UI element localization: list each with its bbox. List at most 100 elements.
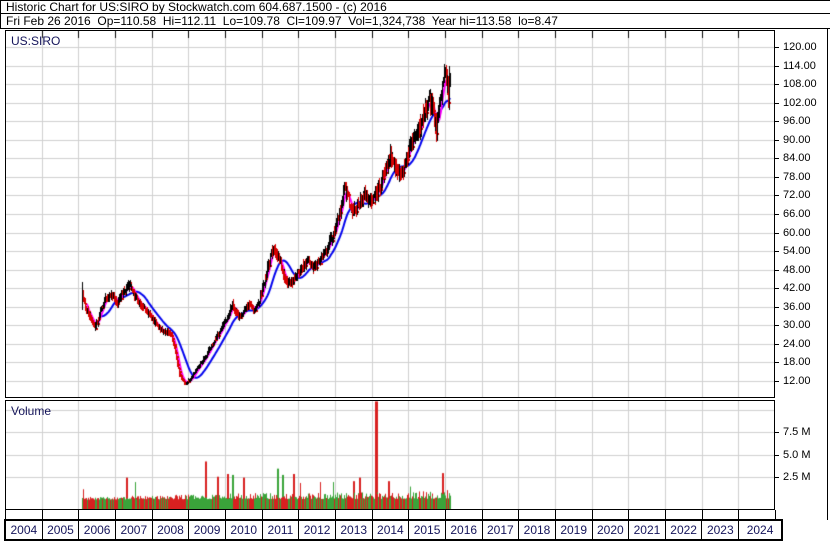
price-axis-nub bbox=[775, 195, 779, 196]
year-tick bbox=[775, 510, 776, 519]
volume-label: Volume bbox=[11, 404, 52, 418]
year-tick bbox=[298, 510, 299, 519]
year-tick bbox=[372, 510, 373, 519]
price-tick-label: 54.00 bbox=[783, 245, 811, 257]
price-axis-nub bbox=[775, 121, 779, 122]
price-tick-label: 108.00 bbox=[783, 78, 817, 90]
year-label: 2004 bbox=[6, 521, 43, 539]
volume-tick-label: 2.5 M bbox=[783, 471, 811, 483]
price-tick-label: 12.00 bbox=[783, 375, 811, 387]
price-tick-label: 72.00 bbox=[783, 189, 811, 201]
year-tick bbox=[408, 510, 409, 519]
price-axis-nub bbox=[775, 251, 779, 252]
price-tick-label: 36.00 bbox=[783, 301, 811, 313]
year-label: 2007 bbox=[116, 521, 153, 539]
year-label: 2020 bbox=[593, 521, 630, 539]
year-label: 2019 bbox=[556, 521, 593, 539]
year-label: 2011 bbox=[263, 521, 300, 539]
year-label: 2015 bbox=[409, 521, 446, 539]
header-left-border bbox=[0, 0, 1, 29]
price-axis-nub bbox=[775, 233, 779, 234]
price-axis-nub bbox=[775, 344, 779, 345]
year-label: 2014 bbox=[373, 521, 410, 539]
year-tick bbox=[335, 510, 336, 519]
price-tick-label: 96.00 bbox=[783, 115, 811, 127]
price-tick-label: 42.00 bbox=[783, 282, 811, 294]
price-axis-nub bbox=[775, 158, 779, 159]
year-tick bbox=[42, 510, 43, 519]
volume-axis-nub bbox=[775, 455, 779, 456]
year-axis: 2004 2005 2006 2007 2008 2009 2010 2011 2012 2013… bbox=[4, 519, 783, 541]
price-panel: US:SIRO bbox=[5, 30, 775, 398]
price-tick-label: 120.00 bbox=[783, 41, 817, 53]
year-label: 2010 bbox=[226, 521, 263, 539]
year-tick bbox=[78, 510, 79, 519]
year-tick bbox=[628, 510, 629, 519]
year-tick bbox=[518, 510, 519, 519]
year-tick bbox=[702, 510, 703, 519]
volume-panel: Volume bbox=[5, 400, 775, 510]
price-tick-label: 48.00 bbox=[783, 264, 811, 276]
price-tick-label: 60.00 bbox=[783, 227, 811, 239]
price-tick-label: 90.00 bbox=[783, 134, 811, 146]
year-tick bbox=[482, 510, 483, 519]
price-axis-nub bbox=[775, 47, 779, 48]
year-tick bbox=[592, 510, 593, 519]
price-axis-nub bbox=[775, 307, 779, 308]
year-label: 2006 bbox=[79, 521, 116, 539]
price-axis-nub bbox=[775, 103, 779, 104]
year-label: 2012 bbox=[299, 521, 336, 539]
year-tick bbox=[555, 510, 556, 519]
year-label: 2009 bbox=[189, 521, 226, 539]
price-axis-nub bbox=[775, 214, 779, 215]
price-axis-nub bbox=[775, 381, 779, 382]
volume-axis-nub bbox=[775, 477, 779, 478]
quote-summary: Fri Feb 26 2016 Op=110.58 Hi=112.11 Lo=1… bbox=[6, 14, 558, 28]
price-tick-label: 18.00 bbox=[783, 356, 811, 368]
right-gutter-border bbox=[827, 28, 828, 520]
volume-tick-label: 7.5 M bbox=[783, 426, 811, 438]
symbol-label: US:SIRO bbox=[11, 34, 61, 48]
price-axis-nub bbox=[775, 84, 779, 85]
price-tick-label: 30.00 bbox=[783, 319, 811, 331]
year-tick bbox=[445, 510, 446, 519]
year-label: 2005 bbox=[43, 521, 80, 539]
year-tick bbox=[738, 510, 739, 519]
year-tick bbox=[115, 510, 116, 519]
price-axis-nub bbox=[775, 270, 779, 271]
price-axis-nub bbox=[775, 288, 779, 289]
price-tick-label: 84.00 bbox=[783, 152, 811, 164]
year-tick bbox=[262, 510, 263, 519]
price-tick-label: 66.00 bbox=[783, 208, 811, 220]
price-axis-nub bbox=[775, 140, 779, 141]
year-label: 2022 bbox=[666, 521, 703, 539]
year-label: 2024 bbox=[746, 523, 774, 537]
price-axis-nub bbox=[775, 325, 779, 326]
year-label: 2018 bbox=[519, 521, 556, 539]
price-axis-nub bbox=[775, 66, 779, 67]
year-tick bbox=[665, 510, 666, 519]
year-label: 2023 bbox=[702, 521, 740, 539]
volume-axis-nub bbox=[775, 432, 779, 433]
price-tick-label: 102.00 bbox=[783, 97, 817, 109]
volume-chart-canvas bbox=[6, 401, 774, 509]
year-tick bbox=[152, 510, 153, 519]
year-label: 2013 bbox=[336, 521, 373, 539]
price-tick-label: 24.00 bbox=[783, 338, 811, 350]
price-tick-label: 114.00 bbox=[783, 60, 816, 72]
price-tick-label: 78.00 bbox=[783, 171, 811, 183]
top-border bbox=[0, 0, 830, 1]
price-chart-canvas bbox=[6, 31, 774, 397]
chart-title: Historic Chart for US:SIRO by Stockwatch… bbox=[6, 0, 387, 14]
volume-tick-label: 5.0 M bbox=[783, 449, 811, 461]
year-label: 2008 bbox=[153, 521, 190, 539]
header-bottom-divider bbox=[0, 28, 830, 29]
year-tick bbox=[5, 510, 6, 519]
price-axis-nub bbox=[775, 177, 779, 178]
price-axis-nub bbox=[775, 362, 779, 363]
header-divider bbox=[0, 13, 830, 14]
year-tick bbox=[225, 510, 226, 519]
year-label: 2017 bbox=[483, 521, 520, 539]
year-label: 2021 bbox=[629, 521, 666, 539]
